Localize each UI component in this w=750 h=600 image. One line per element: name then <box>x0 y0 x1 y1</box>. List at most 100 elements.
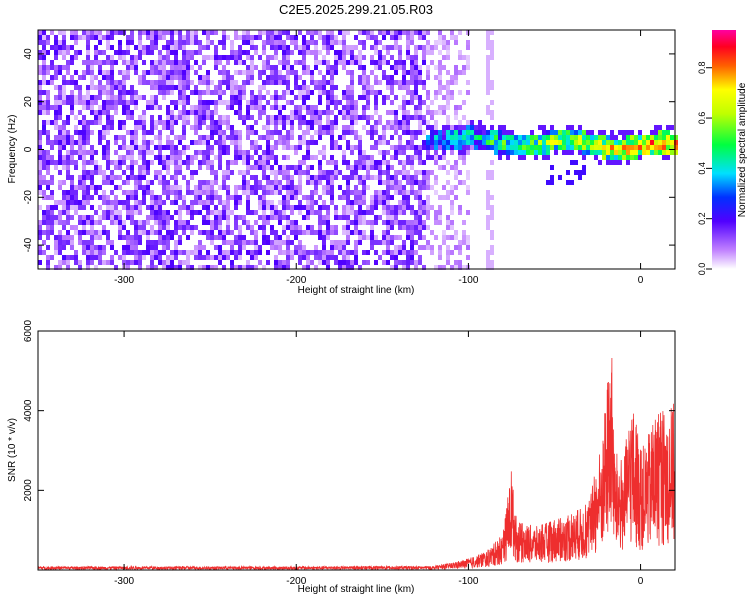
heatmap-cell <box>82 70 86 75</box>
heatmap-cell <box>46 185 50 190</box>
heatmap-cell <box>90 215 94 220</box>
heatmap-cell <box>154 120 158 125</box>
heatmap-cell <box>70 150 74 155</box>
heatmap-cell <box>46 265 50 270</box>
heatmap-cell <box>442 40 446 45</box>
heatmap-cell <box>54 100 58 105</box>
heatmap-cell <box>278 265 282 270</box>
heatmap-cell <box>410 220 414 225</box>
heatmap-cell <box>458 155 462 160</box>
heatmap-cell <box>298 115 302 120</box>
heatmap-cell <box>302 95 306 100</box>
heatmap-cell <box>102 215 106 220</box>
heatmap-cell <box>430 250 434 255</box>
heatmap-cell <box>166 245 170 250</box>
heatmap-cell <box>266 200 270 205</box>
heatmap-cell <box>442 110 446 115</box>
heatmap-cell <box>454 65 458 70</box>
heatmap-cell <box>422 130 426 135</box>
heatmap-cell <box>522 140 526 145</box>
heatmap-cell <box>438 265 442 270</box>
heatmap-cell <box>570 130 574 135</box>
heatmap-cell <box>266 185 270 190</box>
heatmap-cell <box>378 50 382 55</box>
heatmap-cell <box>214 205 218 210</box>
heatmap-cell <box>146 205 150 210</box>
heatmap-cell <box>310 75 314 80</box>
heatmap-cell <box>46 40 50 45</box>
heatmap-cell <box>190 110 194 115</box>
heatmap-cell <box>634 150 638 155</box>
heatmap-cell <box>238 95 242 100</box>
heatmap-cell <box>670 150 674 155</box>
heatmap-cell <box>158 175 162 180</box>
heatmap-cell <box>402 210 406 215</box>
heatmap-cell <box>374 175 378 180</box>
heatmap-cell <box>302 35 306 40</box>
heatmap-cell <box>214 60 218 65</box>
heatmap-cell <box>126 60 130 65</box>
heatmap-cell <box>258 250 262 255</box>
heatmap-cell <box>362 155 366 160</box>
heatmap-cell <box>426 70 430 75</box>
heatmap-cell <box>418 195 422 200</box>
heatmap-cell <box>462 140 466 145</box>
heatmap-cell <box>218 120 222 125</box>
heatmap-cell <box>422 85 426 90</box>
heatmap-cell <box>426 155 430 160</box>
heatmap-cell <box>66 265 70 270</box>
heatmap-cell <box>70 160 74 165</box>
heatmap-cell <box>422 55 426 60</box>
heatmap-cell <box>86 95 90 100</box>
heatmap-cell <box>206 250 210 255</box>
heatmap-cell <box>522 150 526 155</box>
heatmap-cell <box>462 155 466 160</box>
heatmap-cell <box>330 140 334 145</box>
heatmap-cell <box>110 260 114 265</box>
heatmap-cell <box>542 135 546 140</box>
heatmap-cell <box>38 190 42 195</box>
heatmap-cell <box>374 195 378 200</box>
heatmap-cell <box>178 260 182 265</box>
heatmap-cell <box>390 205 394 210</box>
heatmap-cell <box>258 160 262 165</box>
heatmap-cell <box>54 220 58 225</box>
heatmap-cell <box>106 240 110 245</box>
heatmap-cell <box>334 145 338 150</box>
heatmap-cell <box>206 165 210 170</box>
heatmap-cell <box>90 240 94 245</box>
heatmap-cell <box>38 155 42 160</box>
heatmap-cell <box>294 250 298 255</box>
heatmap-cell <box>514 140 518 145</box>
heatmap-cell <box>474 135 478 140</box>
heatmap-cell <box>254 230 258 235</box>
heatmap-cell <box>438 210 442 215</box>
heatmap-cell <box>326 225 330 230</box>
heatmap-cell <box>98 40 102 45</box>
heatmap-cell <box>286 90 290 95</box>
heatmap-cell <box>158 260 162 265</box>
heatmap-cell <box>102 135 106 140</box>
heatmap-cell <box>246 185 250 190</box>
heatmap-cell <box>142 110 146 115</box>
heatmap-cell <box>42 230 46 235</box>
heatmap-cell <box>210 55 214 60</box>
heatmap-cell <box>338 100 342 105</box>
heatmap-cell <box>386 200 390 205</box>
heatmap-cell <box>138 35 142 40</box>
heatmap-cell <box>490 260 494 265</box>
heatmap-cell <box>130 250 134 255</box>
heatmap-cell <box>262 60 266 65</box>
heatmap-cell <box>290 135 294 140</box>
heatmap-cell <box>182 150 186 155</box>
heatmap-cell <box>182 65 186 70</box>
heatmap-cell <box>342 45 346 50</box>
heatmap-cell <box>426 210 430 215</box>
heatmap-cell <box>38 250 42 255</box>
heatmap-cell <box>254 105 258 110</box>
heatmap-cell <box>466 175 470 180</box>
heatmap-cell <box>550 165 554 170</box>
heatmap-cell <box>362 95 366 100</box>
heatmap-cell <box>130 195 134 200</box>
heatmap-cell <box>146 145 150 150</box>
